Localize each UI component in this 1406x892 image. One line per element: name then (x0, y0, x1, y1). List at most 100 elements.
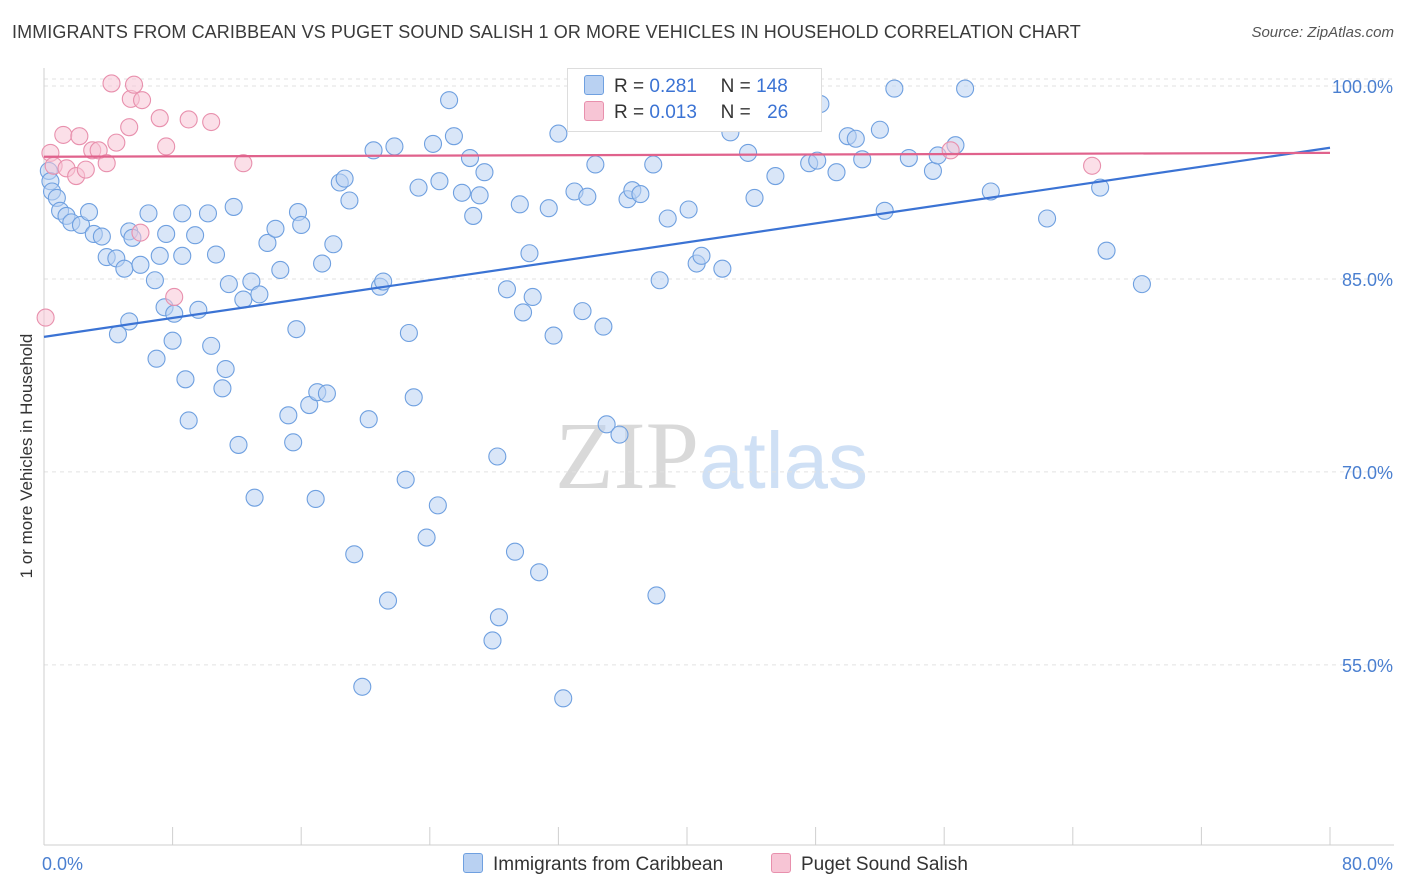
caribbean-point (258, 233, 277, 253)
caribbean-point (234, 290, 253, 309)
caribbean-point (658, 209, 677, 228)
caribbean-point (404, 388, 423, 407)
caribbean-point (827, 163, 846, 182)
salish-point (150, 109, 169, 128)
caribbean-point (317, 384, 336, 403)
caribbean-point (399, 323, 418, 343)
caribbean-point (385, 137, 404, 156)
watermark-atlas: atlas (699, 416, 868, 505)
bottom-legend-caribbean: Immigrants from Caribbean (463, 853, 723, 876)
caribbean-point (173, 204, 192, 223)
caribbean-point (650, 271, 669, 290)
salish-point (133, 91, 152, 110)
caribbean-point (497, 280, 517, 299)
caribbean-point (483, 631, 502, 650)
caribbean-point (644, 155, 663, 174)
salish-point (70, 127, 89, 146)
data-points (36, 74, 1151, 708)
legend-n-label: N = (720, 102, 751, 123)
caribbean-point (198, 204, 218, 223)
salish-point (131, 223, 150, 242)
caribbean-point (378, 591, 398, 610)
caribbean-point (923, 161, 942, 180)
caribbean-point (224, 197, 243, 216)
caribbean-point (870, 120, 889, 139)
caribbean-point (808, 151, 827, 170)
caribbean-point (409, 178, 428, 197)
caribbean-point (530, 563, 549, 582)
caribbean-point (1132, 275, 1151, 294)
salish-point (157, 137, 176, 156)
caribbean-trend-line (43, 146, 1331, 338)
caribbean-point (631, 185, 650, 204)
watermark: ZIPatlas (555, 400, 868, 511)
caribbean-point (150, 246, 169, 265)
caribbean-point (335, 169, 354, 188)
caribbean-point (266, 219, 285, 238)
caribbean-point (300, 395, 319, 415)
caribbean-point (219, 275, 238, 294)
caribbean-point (513, 303, 533, 322)
salish-trend-line (43, 151, 1331, 158)
caribbean-point (202, 336, 221, 355)
legend-r-value: 0.013 (649, 102, 697, 123)
caribbean-point (846, 129, 865, 148)
caribbean-point (586, 155, 605, 174)
caribbean-point (242, 272, 261, 291)
caribbean-point (324, 235, 343, 254)
caribbean-point (464, 206, 483, 225)
caribbean-point (417, 528, 436, 547)
caribbean-point (313, 254, 332, 273)
bottom-legend-label: Puget Sound Salish (801, 854, 968, 875)
caribbean-point (115, 259, 134, 278)
caribbean-point (440, 91, 459, 110)
caribbean-point (271, 260, 290, 280)
caribbean-point (597, 415, 616, 434)
caribbean-point (1038, 209, 1057, 228)
x-tick-label: 0.0% (42, 854, 83, 874)
caribbean-point (647, 586, 666, 605)
caribbean-point (475, 163, 494, 182)
caribbean-point (423, 134, 443, 153)
caribbean-point (186, 226, 205, 245)
legend-row-caribbean: R = 0.281 N = 148 (584, 75, 788, 99)
caribbean-point (470, 186, 489, 205)
y-tick-label: 55.0% (1342, 656, 1393, 676)
legend-swatch-caribbean (584, 75, 604, 95)
salish-point (1083, 156, 1102, 175)
salish-point (202, 112, 221, 132)
caribbean-point (489, 608, 508, 627)
salish-point (76, 160, 95, 179)
caribbean-point (554, 689, 573, 708)
salish-point (107, 133, 126, 152)
legend-n-value: 148 (756, 76, 788, 97)
salish-point (165, 287, 184, 307)
caribbean-point (176, 370, 195, 389)
caribbean-point (610, 425, 629, 444)
salish-point (36, 308, 55, 327)
caribbean-point (444, 127, 463, 146)
caribbean-point (359, 410, 378, 429)
legend-r-label: R = (614, 102, 645, 123)
caribbean-point (745, 188, 764, 207)
caribbean-point (488, 447, 507, 466)
caribbean-point (1091, 178, 1110, 197)
caribbean-point (364, 141, 383, 160)
y-tick-label: 85.0% (1342, 270, 1393, 290)
caribbean-point (157, 224, 176, 243)
y-tick-label: 100.0% (1332, 77, 1393, 97)
caribbean-point (460, 148, 480, 168)
salish-point (179, 110, 198, 129)
axes (43, 68, 1394, 846)
tick-labels: 55.0% 70.0% 85.0% 100.0% 0.0% 80.0% (42, 77, 1393, 874)
salish-point (124, 75, 144, 94)
legend-r-label: R = (614, 76, 645, 97)
caribbean-point (292, 215, 311, 234)
caribbean-point (79, 203, 99, 222)
caribbean-point (284, 433, 303, 452)
caribbean-point (539, 199, 558, 218)
legend-n-value: 26 (767, 102, 789, 123)
caribbean-point (679, 200, 698, 219)
caribbean-point (594, 317, 613, 336)
